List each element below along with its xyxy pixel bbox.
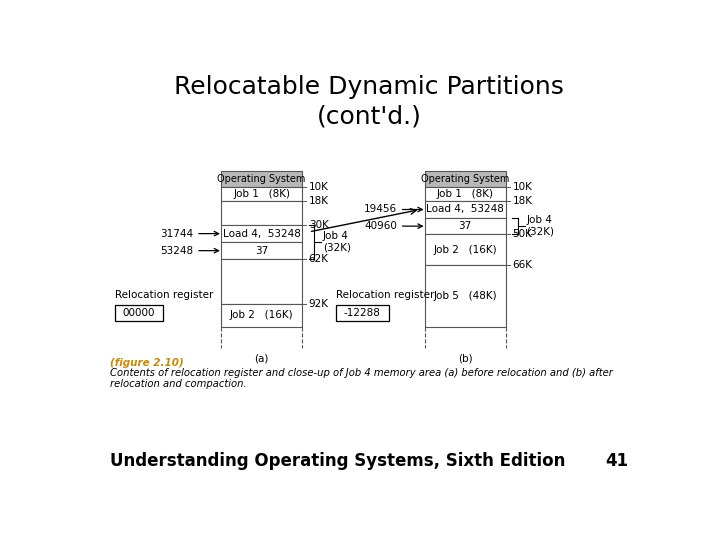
- Text: 00000: 00000: [122, 308, 155, 318]
- Text: Relocation register: Relocation register: [336, 290, 434, 300]
- Text: (figure 2.10): (figure 2.10): [109, 358, 184, 368]
- Bar: [221, 171, 302, 187]
- Bar: [221, 259, 302, 304]
- Text: 37: 37: [255, 246, 269, 256]
- Text: 92K: 92K: [309, 299, 329, 309]
- Text: 40960: 40960: [364, 221, 397, 231]
- Bar: [425, 171, 505, 187]
- Text: Job 1   (8K): Job 1 (8K): [233, 190, 290, 199]
- Text: 30K: 30K: [309, 220, 328, 230]
- Bar: [221, 225, 302, 242]
- Text: 31744: 31744: [160, 228, 193, 239]
- Text: (b): (b): [458, 354, 472, 364]
- Text: Job 2   (16K): Job 2 (16K): [433, 245, 497, 255]
- Bar: [221, 242, 302, 259]
- Bar: [221, 187, 302, 201]
- Text: 18K: 18K: [513, 196, 532, 206]
- Text: Operating System: Operating System: [421, 174, 510, 184]
- Text: 10K: 10K: [513, 183, 532, 192]
- Text: Understanding Operating Systems, Sixth Edition: Understanding Operating Systems, Sixth E…: [109, 452, 565, 470]
- Text: 50K: 50K: [513, 230, 532, 239]
- Bar: [115, 305, 163, 321]
- Bar: [425, 265, 505, 327]
- Text: Relocation register: Relocation register: [115, 290, 214, 300]
- Text: 19456: 19456: [364, 205, 397, 214]
- Bar: [221, 304, 302, 327]
- Bar: [425, 218, 505, 234]
- Text: Job 4
(32K): Job 4 (32K): [526, 215, 554, 237]
- Bar: [221, 201, 302, 225]
- Text: 10K: 10K: [309, 183, 328, 192]
- Text: Relocatable Dynamic Partitions
(cont'd.): Relocatable Dynamic Partitions (cont'd.): [174, 75, 564, 129]
- Text: Job 2   (16K): Job 2 (16K): [230, 310, 293, 320]
- Text: 62K: 62K: [309, 254, 329, 265]
- Text: Contents of relocation register and close-up of Job 4 memory area (a) before rel: Contents of relocation register and clos…: [109, 368, 613, 389]
- Text: 18K: 18K: [309, 196, 329, 206]
- Text: (a): (a): [254, 354, 269, 364]
- Text: Operating System: Operating System: [217, 174, 306, 184]
- Text: Load 4,  53248: Load 4, 53248: [222, 228, 300, 239]
- Bar: [425, 234, 505, 265]
- Text: Load 4,  53248: Load 4, 53248: [426, 205, 504, 214]
- Text: 53248: 53248: [160, 246, 193, 255]
- Text: 37: 37: [459, 221, 472, 231]
- Text: Job 5   (48K): Job 5 (48K): [433, 291, 497, 301]
- Bar: [425, 201, 505, 218]
- Bar: [425, 187, 505, 201]
- Text: Job 1   (8K): Job 1 (8K): [437, 190, 494, 199]
- Text: -12288: -12288: [343, 308, 380, 318]
- Bar: [336, 305, 389, 321]
- Text: Job 4
(32K): Job 4 (32K): [323, 231, 351, 253]
- Text: 41: 41: [606, 452, 629, 470]
- Text: 66K: 66K: [513, 260, 532, 270]
